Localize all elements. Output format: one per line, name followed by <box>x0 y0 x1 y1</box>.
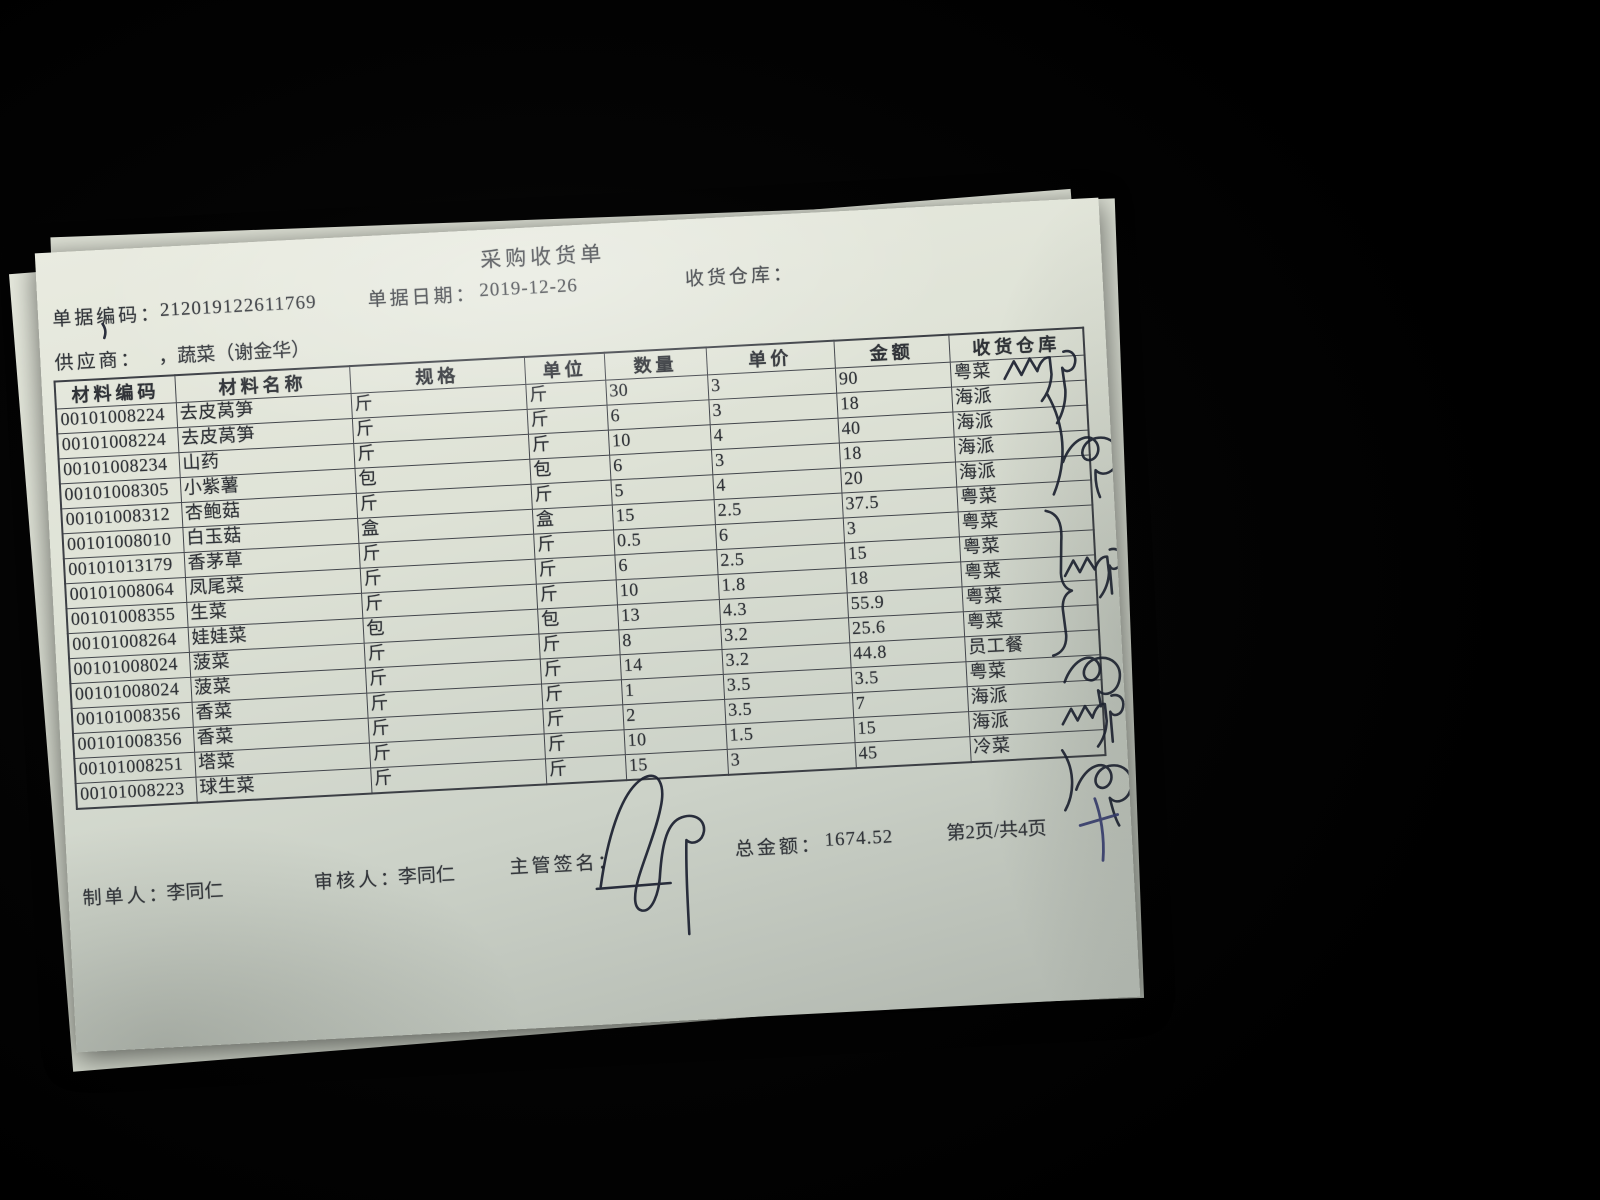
warehouse-label: 收货仓库： <box>684 263 796 291</box>
total-value: 1674.52 <box>824 826 894 851</box>
receipt-document: 采购收货单 单据编码： 212019122611769 单据日期： 2019-1… <box>34 197 1141 1053</box>
auditor-value: 李同仁 <box>397 864 456 889</box>
supervisor-sign-label: 主管签名： <box>509 851 621 879</box>
table-cell: 00101008223 <box>75 777 197 809</box>
items-table: 材料编码 材料名称 规格 单位 数量 单价 金额 收货仓库 00101008224 去皮莴笋斤斤… <box>53 326 1107 811</box>
table-cell: 斤 <box>544 754 627 785</box>
maker-value: 李同仁 <box>165 880 224 905</box>
supervisor-signature-underline <box>595 881 672 891</box>
page-number: 第2页/共4页 <box>945 818 1048 845</box>
table-cell: 45 <box>854 736 971 769</box>
warehouse-mark-arc2 <box>1060 749 1074 812</box>
table-cell: 3 <box>726 742 856 775</box>
auditor-label: 审核人： <box>313 868 403 894</box>
doc-date-label: 单据日期： <box>367 284 479 312</box>
page-title: 采购收货单 <box>479 241 606 273</box>
table-cell: 15 <box>624 749 729 781</box>
supplier-value: ，蔬菜（谢金华） <box>157 339 311 369</box>
warehouse-mark-cross-h <box>1078 813 1120 827</box>
maker-label: 制单人： <box>82 884 172 910</box>
doc-date-value: 2019-12-26 <box>478 275 579 302</box>
warehouse-mark-cross-v <box>1093 797 1105 862</box>
warehouse-mark-m3 <box>1074 763 1133 827</box>
total-label: 总金额： <box>734 834 824 861</box>
doc-number-label: 单据编码： <box>51 303 163 331</box>
warehouse-mark-w3-tail <box>1108 693 1125 743</box>
column-header: 单位 <box>523 352 606 385</box>
supplier-label: 供应商： <box>54 348 144 375</box>
doc-number-value: 212019122611769 <box>159 291 318 321</box>
